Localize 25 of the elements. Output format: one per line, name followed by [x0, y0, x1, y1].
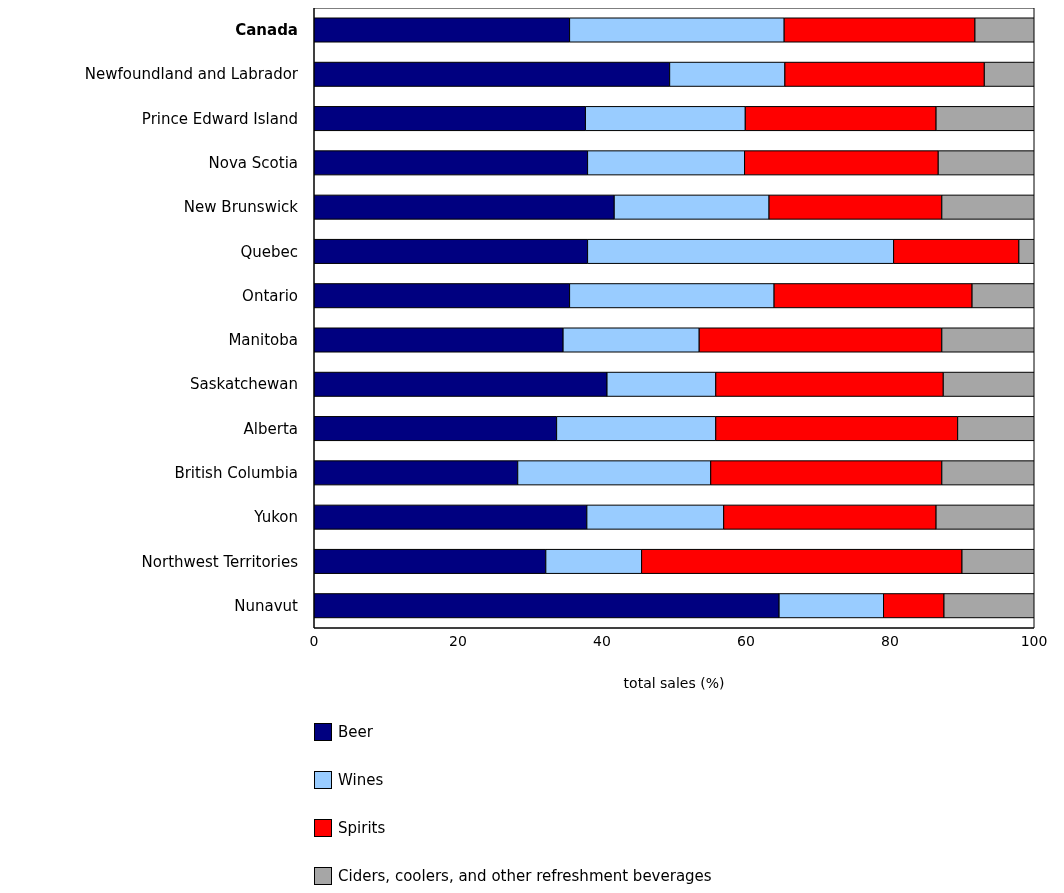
x-tick-label: 100 [1020, 632, 1048, 649]
x-tick-label: 0 [309, 632, 319, 649]
y-tick-label: New Brunswick [183, 198, 299, 217]
y-tick-label: Saskatchewan [190, 375, 298, 394]
y-tick-label: Newfoundland and Labrador [84, 65, 299, 84]
legend-label: Wines [338, 771, 384, 789]
y-tick-label: Ontario [242, 286, 298, 305]
legend-label: Beer [338, 723, 373, 741]
y-tick-label: Yukon [253, 508, 298, 527]
legend-label: Spirits [338, 819, 386, 837]
y-tick-label: Quebec [240, 242, 298, 261]
x-tick-label: 60 [737, 632, 755, 649]
y-tick-label: Manitoba [228, 331, 298, 350]
x-tick-label: 20 [449, 632, 467, 649]
x-tick-label: 80 [881, 632, 899, 649]
y-tick-label: Nunavut [234, 596, 299, 615]
x-axis-title: total sales (%) [623, 675, 725, 691]
y-tick-label: Prince Edward Island [141, 109, 298, 128]
y-tick-label: Canada [235, 21, 298, 40]
y-tick-label: Alberta [243, 419, 298, 438]
y-tick-label: Nova Scotia [208, 154, 298, 172]
y-tick-label: Northwest Territories [141, 552, 299, 571]
y-tick-label: British Columbia [174, 464, 298, 482]
legend-label: Ciders, coolers, and other refreshment beverages [338, 867, 712, 885]
x-tick-label: 40 [593, 632, 611, 649]
